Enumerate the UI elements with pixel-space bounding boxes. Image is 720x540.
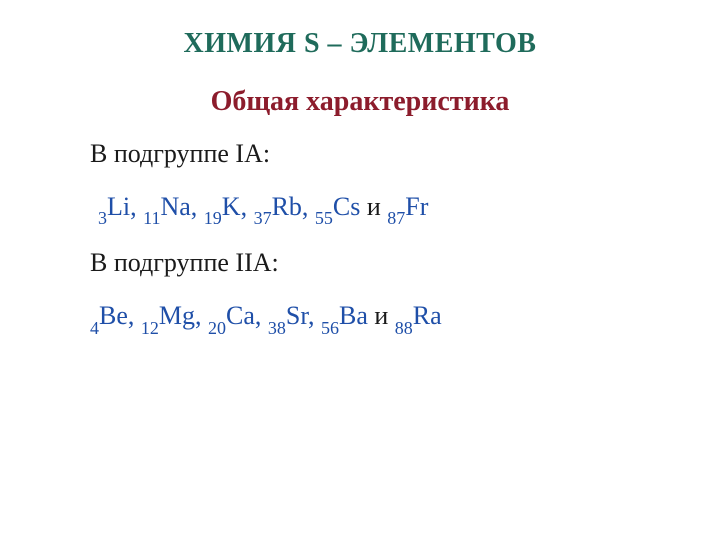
sep: , (191, 192, 198, 221)
z-cs: 55 (315, 208, 333, 228)
conj-and: и (374, 301, 388, 330)
conj-and: и (367, 192, 381, 221)
sym-sr: Sr (286, 301, 308, 330)
sym-ra: Ra (413, 301, 442, 330)
z-be: 4 (90, 318, 99, 338)
el-na: 11Na (143, 192, 191, 221)
sep: , (308, 301, 315, 330)
el-sr: 38Sr (268, 301, 308, 330)
slide-body: В подгруппе ІА: 3Li, 11Na, 19K, 37Rb, 55… (0, 136, 720, 339)
z-mg: 12 (141, 318, 159, 338)
el-ba: 56Ba (321, 301, 368, 330)
sym-cs: Cs (333, 192, 360, 221)
sep: , (302, 192, 309, 221)
z-na: 11 (143, 208, 160, 228)
sym-fr: Fr (405, 192, 428, 221)
sym-mg: Mg (159, 301, 195, 330)
el-cs: 55Cs (315, 192, 360, 221)
sym-rb: Rb (272, 192, 302, 221)
sep: , (241, 192, 248, 221)
group2-elements: 4Be, 12Mg, 20Ca, 38Sr, 56Ba и 88Ra (90, 296, 660, 338)
group1-label: В подгруппе ІА: (90, 136, 660, 171)
el-ra: 88Ra (395, 301, 442, 330)
el-mg: 12Mg (141, 301, 195, 330)
sep: , (255, 301, 262, 330)
sep: , (130, 192, 137, 221)
group2-label: В подгруппе ІІА: (90, 245, 660, 280)
sym-li: Li (107, 192, 130, 221)
z-fr: 87 (387, 208, 405, 228)
z-ba: 56 (321, 318, 339, 338)
z-ra: 88 (395, 318, 413, 338)
sym-ba: Ba (339, 301, 368, 330)
sym-be: Be (99, 301, 128, 330)
slide-subtitle: Общая характеристика (0, 86, 720, 118)
el-be: 4Be (90, 301, 128, 330)
z-ca: 20 (208, 318, 226, 338)
el-k: 19K (204, 192, 241, 221)
el-fr: 87Fr (387, 192, 428, 221)
z-li: 3 (98, 208, 107, 228)
sym-ca: Ca (226, 301, 255, 330)
z-sr: 38 (268, 318, 286, 338)
sym-na: Na (160, 192, 190, 221)
slide: ХИМИЯ S – ЭЛЕМЕНТОВ Общая характеристика… (0, 0, 720, 540)
sep: , (128, 301, 135, 330)
z-k: 19 (204, 208, 222, 228)
el-li: 3Li (98, 192, 130, 221)
slide-title: ХИМИЯ S – ЭЛЕМЕНТОВ (0, 28, 720, 60)
sep: , (195, 301, 202, 330)
el-ca: 20Ca (208, 301, 255, 330)
group1-elements: 3Li, 11Na, 19K, 37Rb, 55Cs и 87Fr (90, 187, 660, 229)
z-rb: 37 (254, 208, 272, 228)
el-rb: 37Rb (254, 192, 302, 221)
sym-k: K (222, 192, 241, 221)
